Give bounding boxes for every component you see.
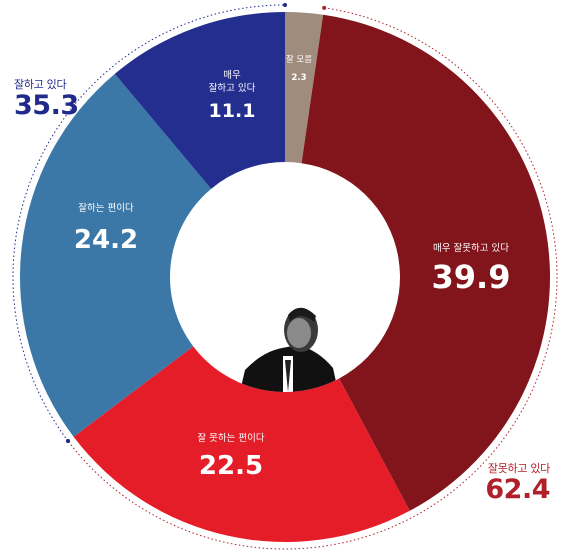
negative-total-value: 62.4 <box>485 474 550 505</box>
center-photo <box>238 307 340 392</box>
positive-group-arc-end-dot-2 <box>283 3 287 7</box>
negative-total-caption: 잘못하고 있다 <box>487 462 550 475</box>
slice-very-good <box>114 12 286 189</box>
label-very-good-2: 잘하고 있다 <box>209 82 256 94</box>
positive-total-caption: 잘하고 있다 <box>14 78 67 91</box>
slice-dont-know <box>285 12 324 164</box>
donut-slices <box>19 12 551 542</box>
slice-somewhat-good <box>19 73 212 437</box>
positive-total: 잘하고 있다 35.3 <box>14 76 79 119</box>
group-arcs <box>12 3 558 550</box>
label-somewhat-bad: 잘 못하는 편이다 <box>197 432 264 444</box>
value-somewhat-good: 24.2 <box>74 225 138 255</box>
value-very-good: 11.1 <box>209 100 256 122</box>
slice-very-bad <box>301 14 551 511</box>
value-dont-know: 2.3 <box>291 73 306 83</box>
label-very-bad: 매우 잘못하고 있다 <box>433 242 509 254</box>
positive-total-value: 35.3 <box>14 90 79 121</box>
label-dont-know: 잘 모름 <box>286 54 312 65</box>
negative-group-arc <box>67 7 558 550</box>
value-very-bad: 39.9 <box>432 258 511 296</box>
negative-total: 잘못하고 있다 62.4 <box>485 460 550 503</box>
slice-somewhat-bad <box>73 346 410 542</box>
value-somewhat-bad: 22.5 <box>199 451 263 481</box>
negative-group-arc-end-dot-1 <box>322 5 327 10</box>
slice-labels: 잘 모름 2.3 매우 잘못하고 있다 39.9 잘 못하는 편이다 22.5 … <box>74 54 511 481</box>
label-somewhat-good: 잘하는 편이다 <box>78 202 134 214</box>
positive-group-arc-end-dot-1 <box>65 438 70 443</box>
label-very-good-1: 매우 <box>223 70 241 81</box>
